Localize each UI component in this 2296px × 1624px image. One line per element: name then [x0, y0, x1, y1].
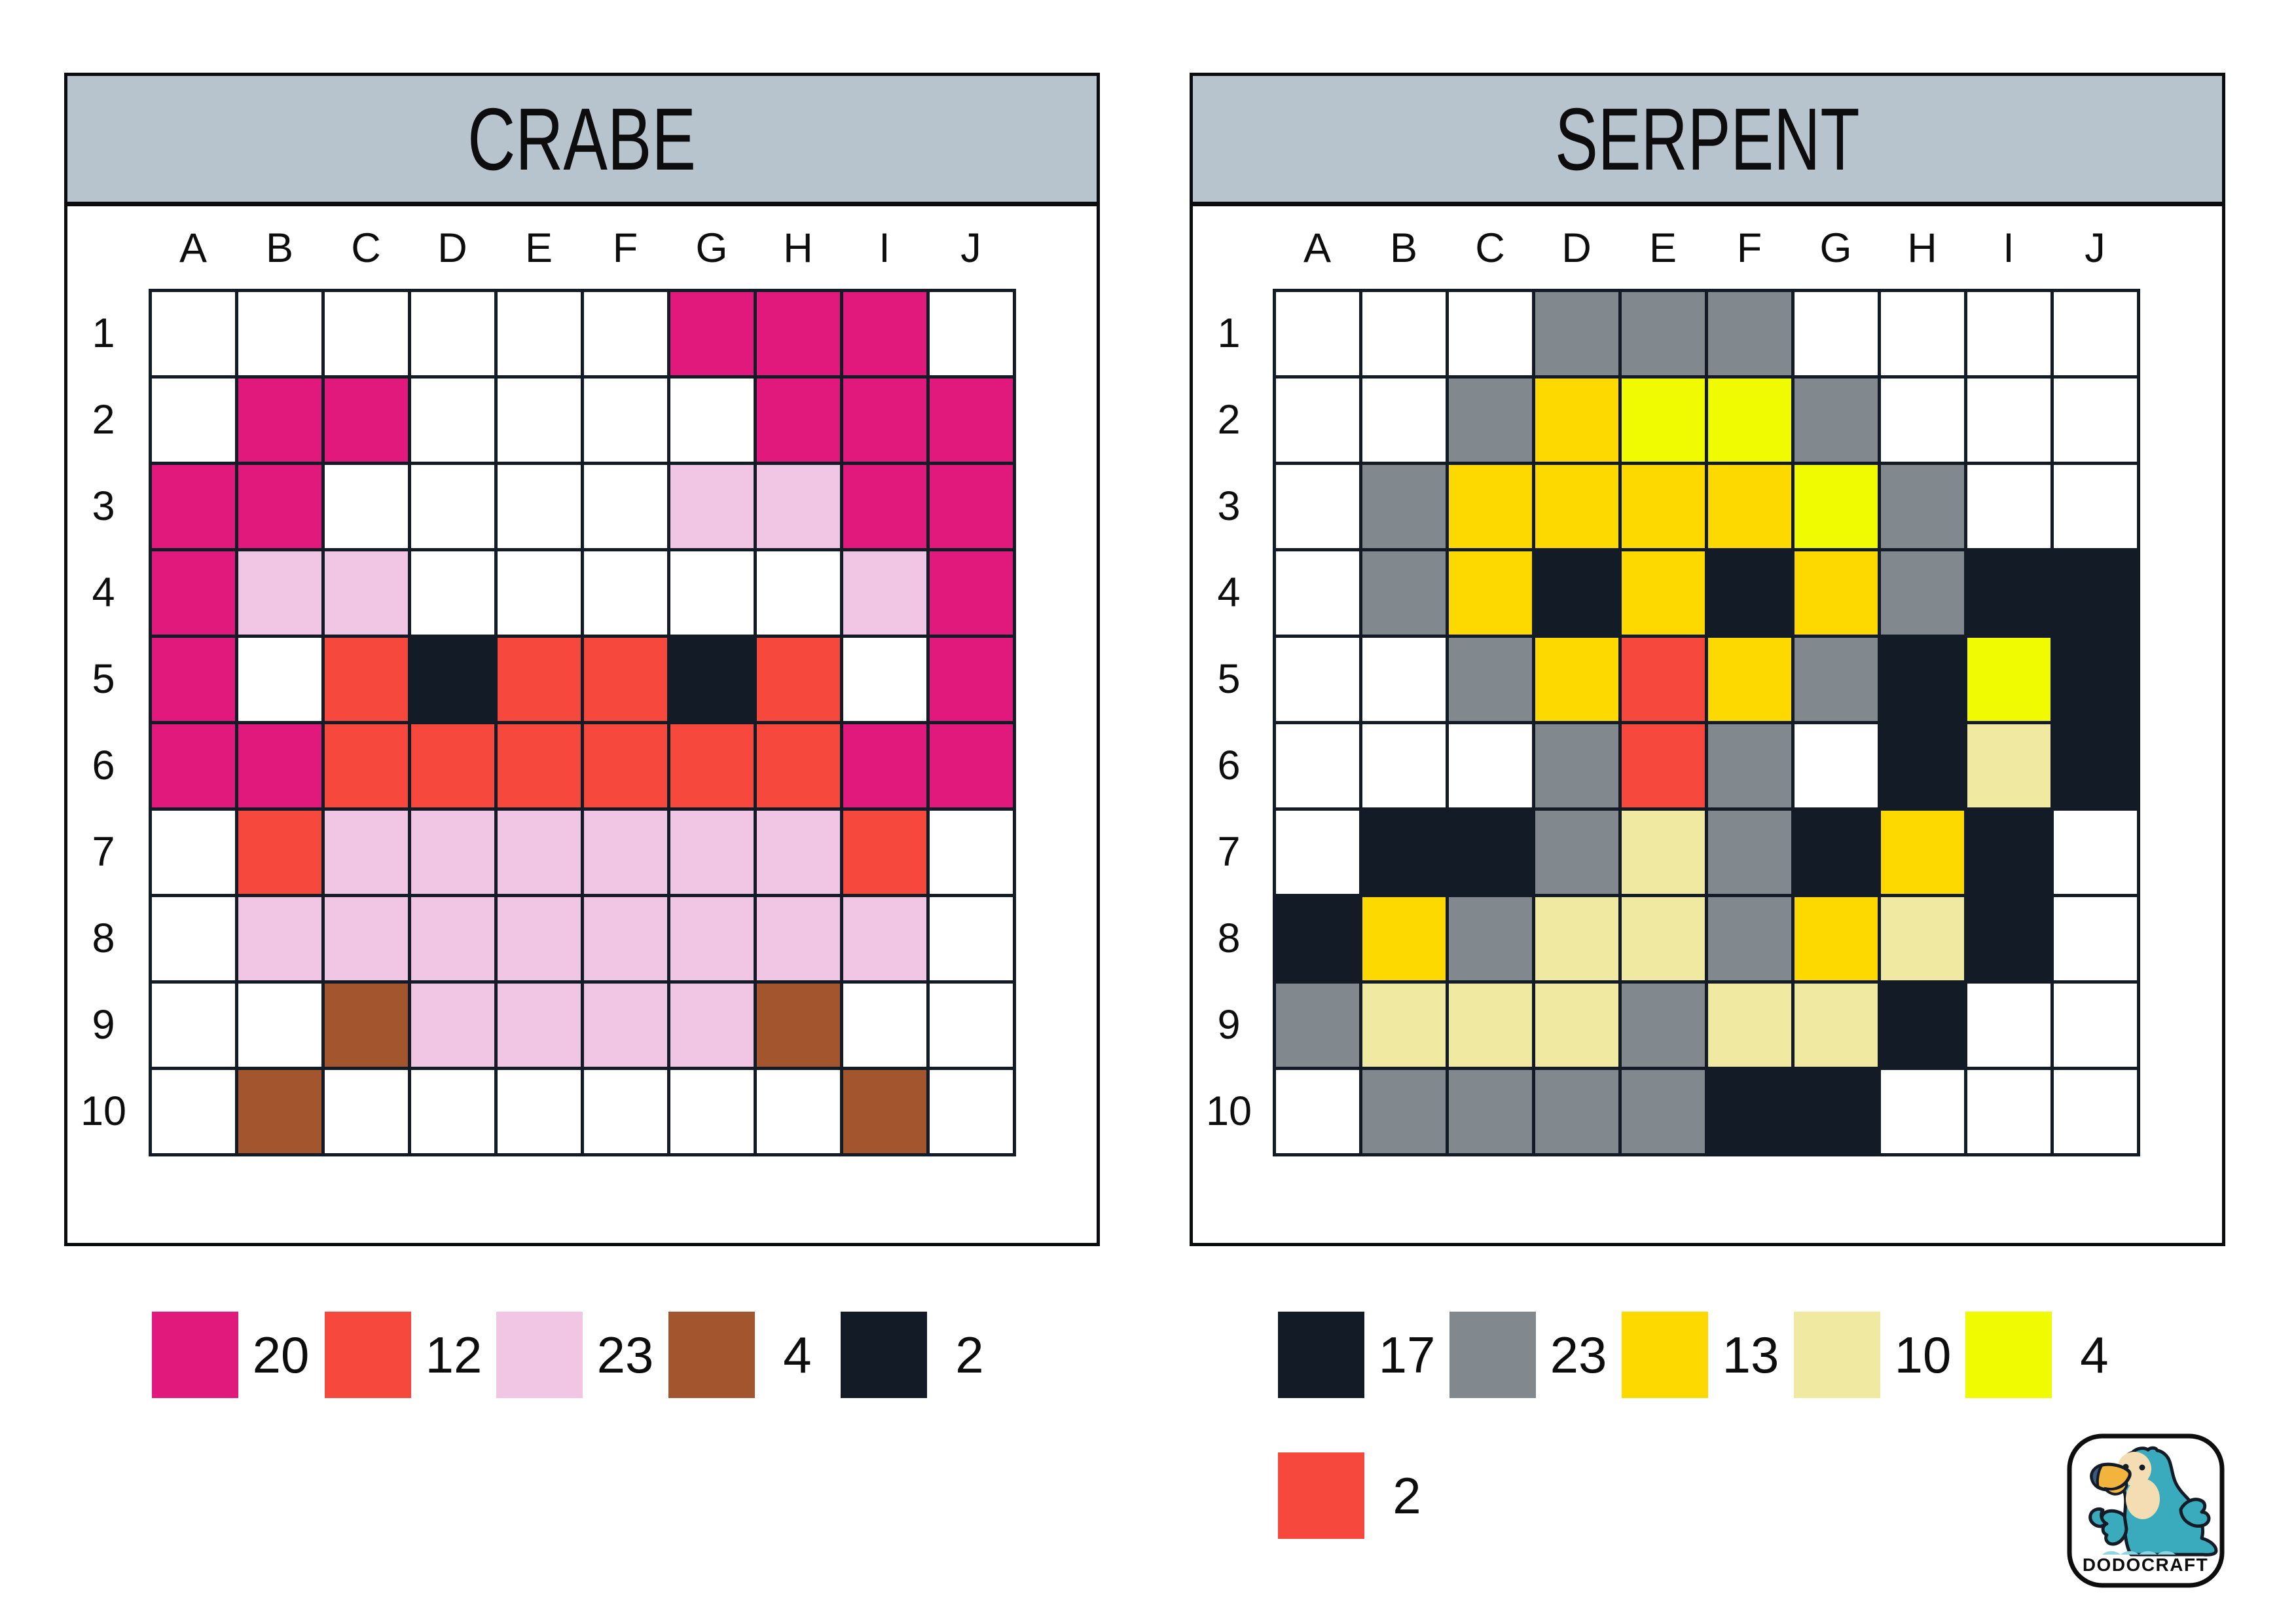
svg-text:DODOCRAFT: DODOCRAFT — [2083, 1555, 2208, 1575]
